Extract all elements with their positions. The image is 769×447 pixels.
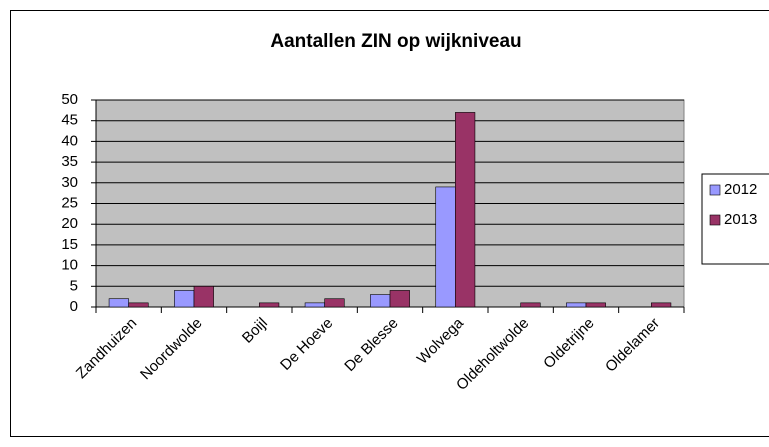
bar <box>566 302 587 308</box>
bar <box>435 186 456 308</box>
y-tick-label: 0 <box>70 298 78 315</box>
y-tick-label: 45 <box>61 112 78 129</box>
legend-label: 2012 <box>724 181 757 198</box>
bar <box>389 290 410 308</box>
y-tick-label: 15 <box>61 236 78 253</box>
legend-swatch <box>709 184 721 196</box>
bar <box>174 290 195 308</box>
bar <box>520 302 541 308</box>
bar <box>370 294 391 308</box>
y-tick-label: 30 <box>61 174 78 191</box>
bar <box>304 302 325 308</box>
bar <box>585 302 606 308</box>
bar <box>128 302 149 308</box>
bar <box>651 302 672 308</box>
y-tick-label: 50 <box>61 91 78 108</box>
bar <box>455 112 476 308</box>
y-tick-label: 40 <box>61 132 78 149</box>
bar <box>259 302 280 308</box>
y-tick-label: 20 <box>61 215 78 232</box>
y-tick-label: 35 <box>61 153 78 170</box>
chart-title: Aantallen ZIN op wijkniveau <box>270 31 521 52</box>
bar <box>108 298 129 308</box>
bar <box>193 285 214 308</box>
legend-swatch <box>709 214 721 226</box>
y-tick-label: 25 <box>61 194 78 211</box>
bar <box>324 298 345 308</box>
y-tick-label: 10 <box>61 257 78 274</box>
legend-label: 2013 <box>724 211 757 228</box>
y-tick-label: 5 <box>70 277 78 294</box>
